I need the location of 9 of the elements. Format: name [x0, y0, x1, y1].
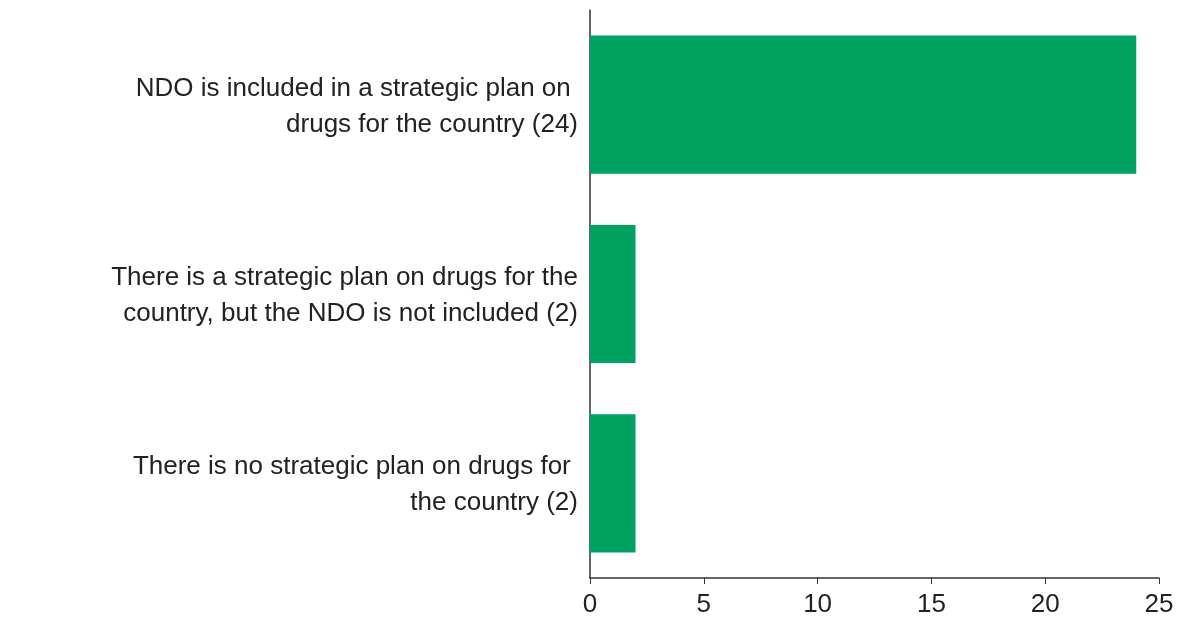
x-tick-label: 20 [1030, 588, 1060, 618]
x-tick-label: 25 [1144, 588, 1174, 618]
y-tick-label: There is no strategic plan on drugs for the country (2) [132, 450, 578, 517]
x-tick-label: 15 [916, 588, 946, 618]
x-tick-label: 10 [803, 588, 833, 618]
x-tick-label: 0 [582, 588, 598, 618]
x-tick-label: 5 [696, 588, 712, 618]
y-tick-label: There is a strategic plan on drugs for the country, but the NDO is not included (2) [111, 261, 578, 327]
y-tick-label: NDO is included in a strategic plan on drugs for the country (24) [135, 71, 578, 138]
